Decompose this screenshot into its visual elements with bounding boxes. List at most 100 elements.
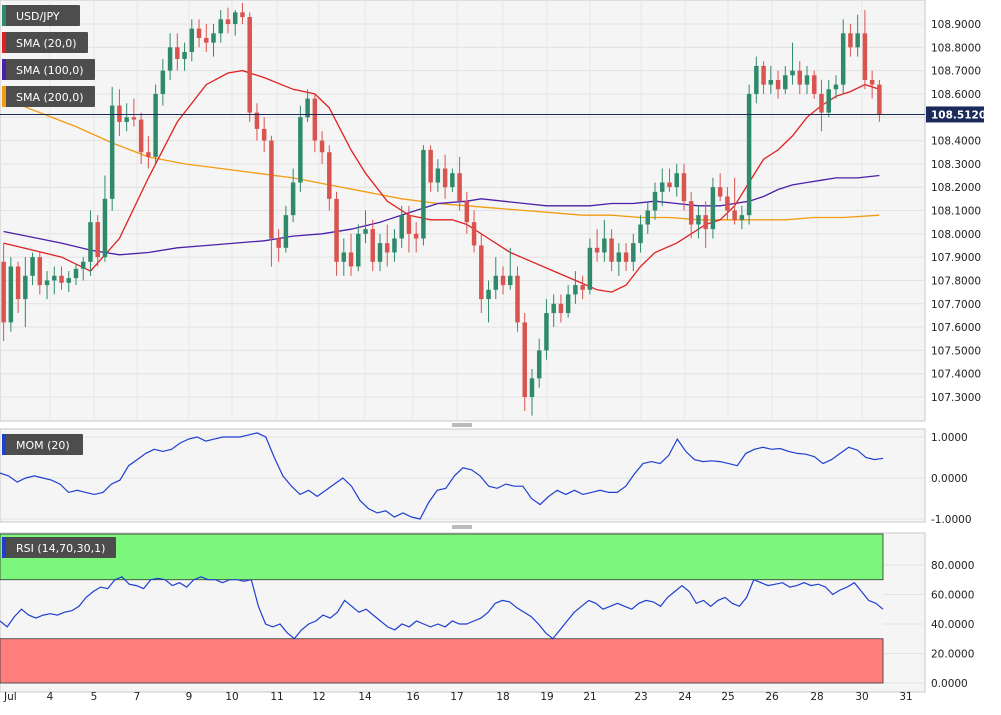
candle-body	[840, 33, 846, 85]
candle-body	[580, 285, 585, 290]
bearish-candle	[688, 191, 694, 239]
legend-sma20[interactable]: SMA (20,0)	[2, 32, 88, 53]
bullish-candle	[363, 210, 368, 244]
price-tick-label: 107.6000	[931, 322, 981, 334]
bullish-candle	[790, 42, 795, 85]
candle-body	[696, 215, 701, 225]
bearish-candle	[175, 33, 180, 71]
candle-body	[551, 303, 556, 314]
candle-body	[406, 215, 412, 234]
candle-body	[138, 119, 144, 153]
bearish-candle	[254, 103, 260, 141]
candle-body	[746, 93, 752, 216]
bullish-candle	[182, 42, 187, 71]
candle-body	[247, 17, 252, 113]
axis-layer: 108.9000108.8000108.7000108.6000108.5000…	[3, 19, 981, 703]
price-tick-label: 108.0000	[931, 229, 981, 241]
bearish-candle	[464, 191, 470, 234]
mom-tick-label: 0.0000	[931, 473, 968, 485]
bullish-candle	[768, 65, 774, 94]
rsi-oversold-zone	[0, 638, 884, 684]
bullish-candle	[674, 163, 679, 197]
price-tick-label: 107.9000	[931, 252, 981, 264]
bullish-candle	[80, 257, 86, 281]
candle-body	[732, 210, 737, 220]
candle-body	[334, 198, 339, 262]
price-tick-label: 108.6000	[931, 89, 981, 101]
candle-body	[117, 105, 122, 122]
bullish-candle	[160, 58, 166, 106]
rsi-zones	[0, 533, 884, 684]
splitter-handle[interactable]	[452, 525, 472, 529]
candle-body	[189, 28, 195, 52]
candle-body	[269, 140, 274, 239]
bearish-candle	[204, 24, 209, 52]
candle-body	[319, 140, 325, 153]
candle-body	[450, 173, 455, 188]
bullish-candle	[290, 168, 296, 223]
bearish-candle	[59, 266, 64, 290]
legend-symbol-label: USD/JPY	[16, 10, 60, 23]
legend-rsi[interactable]: RSI (14,70,30,1)	[2, 537, 116, 558]
candle-body	[276, 238, 281, 248]
candle-body	[594, 247, 600, 253]
bearish-candle	[334, 191, 339, 276]
bullish-candle	[587, 238, 593, 295]
candle-body	[529, 378, 535, 397]
price-tick-label: 108.4000	[931, 136, 981, 148]
candle-body	[754, 65, 759, 94]
candle-body	[66, 278, 72, 283]
price-tick-label: 107.8000	[931, 275, 981, 287]
candle-body	[52, 275, 57, 281]
bearish-candle	[732, 177, 737, 225]
candle-body	[710, 187, 716, 230]
legend-mom[interactable]: MOM (20)	[2, 434, 83, 455]
candle-body	[298, 117, 303, 183]
bearish-candle	[775, 70, 781, 99]
bearish-candle	[95, 215, 100, 267]
legend-sma100[interactable]: SMA (100,0)	[2, 59, 95, 80]
candle-body	[471, 222, 477, 246]
candle-body	[131, 117, 137, 120]
bearish-candle	[225, 7, 231, 34]
candle-body	[218, 19, 223, 34]
bullish-candle	[486, 280, 491, 323]
bullish-candle	[783, 65, 788, 94]
candle-body	[175, 47, 180, 59]
splitter-handle[interactable]	[452, 423, 472, 427]
bullish-candle	[855, 14, 860, 57]
candle-body	[1, 261, 6, 323]
candle-body	[479, 245, 484, 300]
sma20-line	[3, 69, 880, 293]
bullish-candle	[544, 299, 549, 360]
candle-body	[384, 243, 390, 253]
candle-body	[124, 117, 129, 122]
legend-symbol[interactable]: USD/JPY	[2, 5, 80, 26]
candle-body	[435, 168, 441, 183]
candle-body	[341, 252, 347, 262]
candle-body	[768, 79, 774, 85]
candle-body	[392, 238, 397, 253]
bearish-candle	[457, 156, 462, 211]
date-tick-label: 11	[270, 691, 283, 703]
bullish-candle	[710, 177, 716, 239]
candle-body	[688, 201, 694, 225]
price-tick-label: 107.5000	[931, 345, 981, 357]
candle-body	[196, 28, 202, 38]
bullish-candle	[124, 103, 129, 132]
bullish-candle	[399, 205, 404, 248]
bullish-candle	[298, 105, 303, 192]
bullish-candle	[341, 238, 347, 276]
legend-sma20-label: SMA (20,0)	[16, 37, 77, 50]
candle-body	[204, 37, 209, 43]
bullish-candle	[283, 205, 289, 253]
candle-body	[283, 215, 289, 248]
bearish-candle	[500, 266, 506, 295]
candle-body	[775, 79, 781, 90]
sma100-line	[3, 174, 880, 256]
candle-body	[413, 233, 419, 239]
bearish-candle	[37, 252, 43, 295]
legend-sma200[interactable]: SMA (200,0)	[2, 86, 95, 107]
rsi-tick-label: 40.0000	[931, 619, 974, 631]
bullish-candle	[804, 65, 810, 94]
